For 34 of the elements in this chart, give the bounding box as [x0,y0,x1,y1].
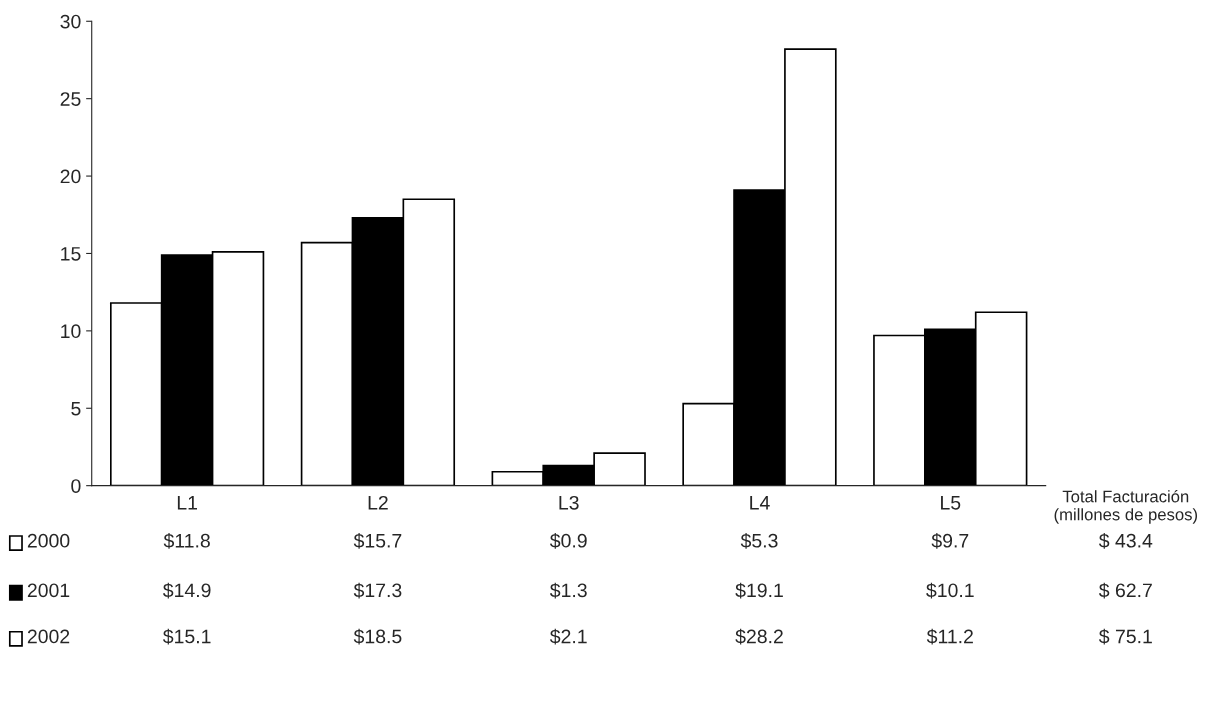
y-tick-label: 10 [61,324,81,339]
x-tick-label: L3 [559,495,579,510]
x-tick-label: L1 [177,496,197,510]
text: $ 62.7 [1098,582,1152,599]
x-tick-label: L5 [941,496,961,510]
legend-label: 2000 [27,533,70,548]
legend-label: 2001 [27,583,70,598]
data-label: $28.2 [735,628,783,645]
y-tick-label: 25 [60,92,81,106]
data-label: $11.2 [926,628,973,645]
y-tick-label: 30 [60,14,81,29]
data-label: $11.8 [163,533,210,549]
data-label: $18.5 [353,628,402,645]
data-label: $17.3 [353,582,402,599]
text: $ 75.1 [1098,628,1152,645]
data-label: $19.1 [735,582,783,599]
text: $ 43.4 [1098,533,1153,549]
y-tick-label: 15 [61,247,81,261]
legend-label: 2002 [27,629,70,644]
y-tick-label: 0 [71,479,81,493]
data-label: $9.7 [931,533,969,549]
y-tick-label: 20 [60,169,81,184]
y-tick-label: 5 [71,401,81,416]
data-label: $14.9 [163,582,211,599]
x-tick-label: L4 [750,496,770,510]
data-label: $15.7 [353,533,402,549]
data-label: $0.9 [549,533,587,549]
data-label: $10.1 [926,582,974,599]
data-label: $1.3 [549,582,587,599]
data-label: $15.1 [163,628,211,645]
x-tick-label: L2 [368,495,388,510]
text: Total Facturación (millones de pesos) [1054,490,1198,524]
data-label: $2.1 [549,628,587,645]
data-label: $5.3 [740,533,778,549]
